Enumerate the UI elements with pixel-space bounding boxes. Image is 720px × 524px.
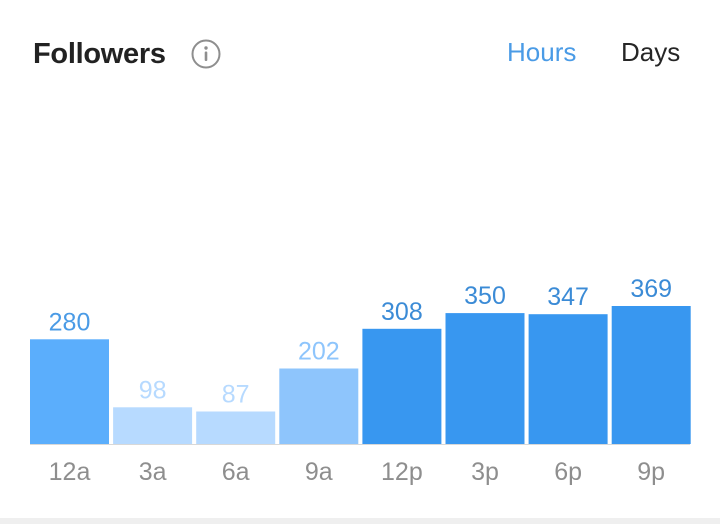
x-tick-label: 12a [49,458,91,486]
bar-12p[interactable] [362,328,442,444]
chart-header: Followers Hours Days [0,0,720,100]
bar-value-label: 308 [381,298,423,326]
bar-9p[interactable] [611,306,691,444]
bar-value-label: 280 [49,308,91,336]
bar-12a[interactable] [30,339,109,444]
bar-value-label: 202 [298,338,340,366]
tab-hours[interactable]: Hours [507,37,577,67]
x-tick-label: 9a [305,458,333,486]
bar-9a[interactable] [279,368,359,445]
bar-value-label: 87 [222,381,250,409]
bar-3a[interactable] [113,407,193,444]
x-tick-label: 6a [222,458,250,486]
tab-days[interactable]: Days [621,37,681,67]
x-tick-label: 12p [381,458,423,486]
x-tick-label: 3p [471,458,499,486]
info-icon[interactable] [190,38,222,70]
x-tick-label: 6p [554,458,582,486]
bar-value-label: 98 [139,376,167,404]
x-tick-label: 3a [139,458,167,486]
bar-value-label: 350 [464,282,506,310]
bar-value-label: 347 [547,283,589,311]
bar-6a[interactable] [196,411,276,445]
bar-value-label: 369 [630,275,672,303]
divider [0,518,720,524]
bar-6p[interactable] [528,314,608,444]
chart-title: Followers [33,38,166,70]
x-tick-label: 9p [637,458,665,486]
bar-3p[interactable] [445,313,525,444]
